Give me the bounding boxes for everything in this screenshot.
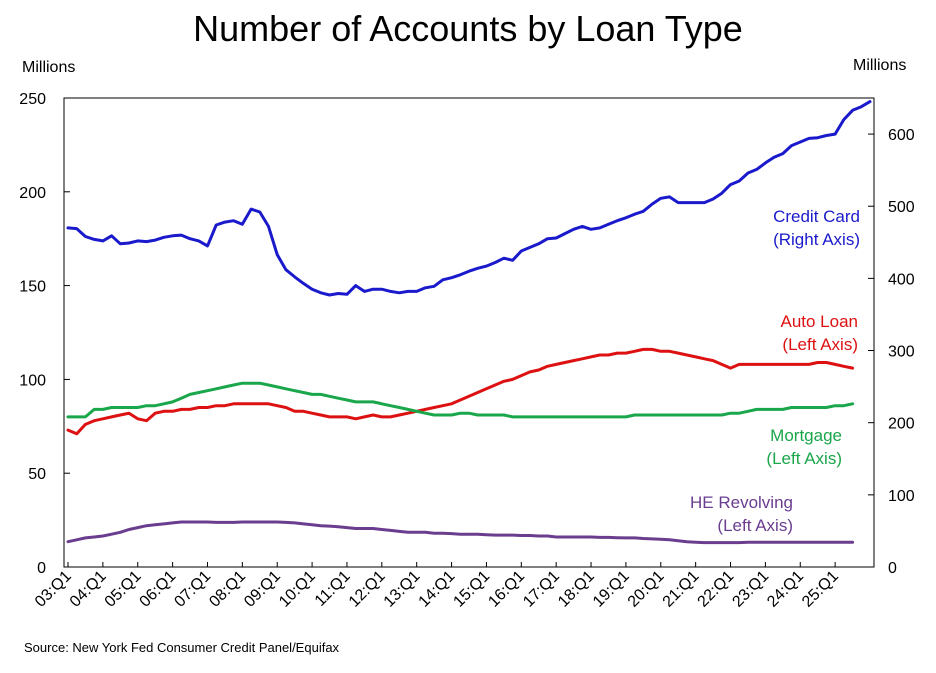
left-axis-unit-label: Millions <box>22 59 76 76</box>
x-tick-label: 15:Q1 <box>450 568 493 611</box>
left-axis: 0 50 100 150 200 250 <box>19 91 70 577</box>
x-tick-label: 08:Q1 <box>206 568 249 611</box>
chart-title: Number of Accounts by Loan Type <box>193 8 743 49</box>
series-lines <box>66 100 872 545</box>
right-tick-label: 300 <box>888 344 915 361</box>
series-label-auto-loan: (Left Axis) <box>782 335 858 354</box>
x-tick-label: 18:Q1 <box>555 568 598 611</box>
x-tick-label: 07:Q1 <box>171 568 214 611</box>
x-axis: 03:Q104:Q105:Q106:Q107:Q108:Q109:Q110:Q1… <box>32 562 842 611</box>
source-note: Source: New York Fed Consumer Credit Pan… <box>24 640 340 655</box>
x-tick-label: 25:Q1 <box>799 568 842 611</box>
right-axis: 0 100 200 300 400 500 600 <box>868 127 915 577</box>
x-tick-label: 06:Q1 <box>137 568 180 611</box>
left-tick-label: 0 <box>37 560 46 577</box>
series-label-he-revolving: (Left Axis) <box>717 516 793 535</box>
right-tick-label: 0 <box>888 560 897 577</box>
x-tick-label: 19:Q1 <box>590 568 633 611</box>
x-tick-label: 11:Q1 <box>312 568 354 610</box>
series-labels: Credit Card (Right Axis) Auto Loan (Left Ax… <box>690 207 860 535</box>
x-tick-label: 23:Q1 <box>729 568 772 611</box>
right-tick-label: 100 <box>888 488 915 505</box>
x-tick-label: 09:Q1 <box>241 568 284 611</box>
x-tick-label: 13:Q1 <box>381 568 424 611</box>
series-label-mortgage: (Left Axis) <box>766 449 842 468</box>
left-tick-label: 250 <box>19 91 46 108</box>
series-label-credit-card: (Right Axis) <box>773 230 860 249</box>
series-line-auto-loan <box>66 347 855 436</box>
x-tick-label: 05:Q1 <box>102 568 145 611</box>
x-tick-label: 22:Q1 <box>695 568 738 611</box>
right-tick-label: 600 <box>888 127 915 144</box>
series-label-he-revolving: HE Revolving <box>690 493 793 512</box>
plot-frame <box>63 97 875 568</box>
x-tick-label: 04:Q1 <box>67 568 110 611</box>
x-tick-label: 12:Q1 <box>346 568 389 611</box>
x-tick-label: 20:Q1 <box>625 568 668 611</box>
x-tick-label: 16:Q1 <box>485 568 528 611</box>
series-line-he-revolving <box>66 520 855 545</box>
x-tick-label: 17:Q1 <box>520 568 563 611</box>
series-label-mortgage: Mortgage <box>770 426 842 445</box>
left-tick-label: 150 <box>19 279 46 296</box>
right-axis-unit-label: Millions <box>853 57 907 74</box>
right-tick-label: 400 <box>888 271 915 288</box>
series-line-mortgage <box>66 381 855 419</box>
right-tick-label: 500 <box>888 199 915 216</box>
series-label-credit-card: Credit Card <box>773 207 860 226</box>
left-tick-label: 50 <box>28 466 46 483</box>
x-tick-label: 21:Q1 <box>660 568 703 611</box>
left-tick-label: 200 <box>19 185 46 202</box>
x-tick-label: 10:Q1 <box>276 568 319 611</box>
series-line-credit-card <box>66 100 872 297</box>
right-tick-label: 200 <box>888 416 915 433</box>
x-tick-label: 24:Q1 <box>764 568 807 611</box>
series-label-auto-loan: Auto Loan <box>780 312 858 331</box>
left-tick-label: 100 <box>19 372 46 389</box>
x-tick-label: 14:Q1 <box>416 568 459 611</box>
